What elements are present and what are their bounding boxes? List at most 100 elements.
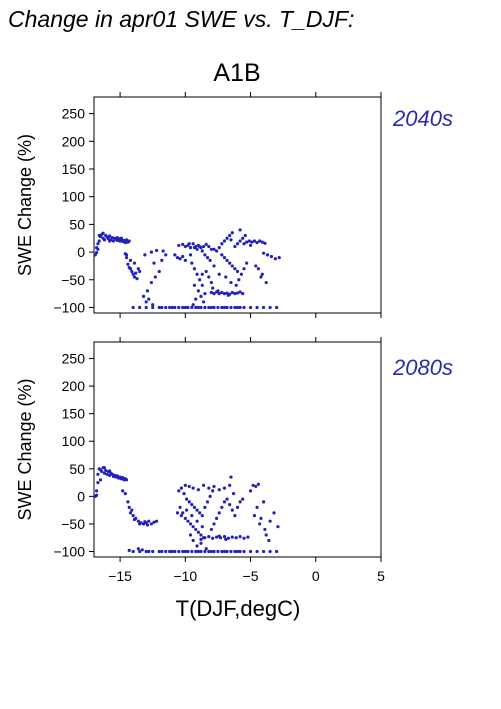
data-point <box>102 471 107 475</box>
data-point <box>128 511 133 515</box>
data-point <box>157 305 161 310</box>
data-point <box>242 549 246 554</box>
data-point <box>190 261 194 265</box>
data-point <box>215 516 219 521</box>
data-point <box>237 278 241 282</box>
data-point <box>265 253 270 257</box>
x-tick-label: −5 <box>243 568 259 584</box>
data-point <box>119 236 123 240</box>
data-point <box>215 249 219 253</box>
data-point <box>238 549 242 554</box>
data-point <box>268 549 272 554</box>
data-point <box>97 239 101 243</box>
data-point <box>258 239 262 243</box>
data-point <box>248 549 253 554</box>
data-point <box>222 549 227 554</box>
data-point <box>141 294 146 298</box>
data-point <box>224 537 228 541</box>
data-point <box>247 239 251 243</box>
data-point <box>255 549 259 554</box>
data-point <box>111 239 116 243</box>
data-point <box>182 492 186 496</box>
data-point <box>203 549 207 554</box>
data-point <box>200 283 204 287</box>
data-point <box>149 250 153 254</box>
data-point <box>275 305 279 310</box>
data-point <box>211 489 215 493</box>
data-point <box>125 256 129 260</box>
data-point <box>241 236 245 240</box>
data-point <box>208 494 212 498</box>
data-point <box>204 269 208 274</box>
data-point <box>194 297 198 301</box>
data-point <box>216 305 220 310</box>
data-point <box>123 241 127 245</box>
data-point <box>179 514 184 518</box>
data-point <box>195 519 199 523</box>
y-tick-label: 250 <box>62 351 86 367</box>
data-point <box>127 548 131 552</box>
data-point <box>204 547 208 551</box>
data-point <box>261 305 266 310</box>
data-point <box>209 280 214 285</box>
data-point <box>183 258 187 262</box>
data-point <box>135 277 139 281</box>
data-point <box>235 242 240 246</box>
data-point <box>222 239 227 243</box>
data-point <box>231 492 236 496</box>
y-tick-label: 0 <box>77 244 85 260</box>
data-point <box>127 505 131 509</box>
data-point <box>273 257 277 261</box>
data-point <box>195 272 199 276</box>
data-point <box>183 516 187 521</box>
y-tick-label: −50 <box>61 272 85 288</box>
data-point <box>186 549 190 554</box>
data-point <box>229 238 233 242</box>
data-point <box>168 549 172 554</box>
data-point <box>207 305 211 310</box>
data-point <box>228 233 232 238</box>
data-point <box>145 523 150 527</box>
data-point <box>130 508 134 512</box>
data-point <box>212 264 216 268</box>
data-point <box>131 514 135 518</box>
data-point <box>187 242 191 246</box>
data-point <box>149 522 153 526</box>
data-point <box>230 290 234 295</box>
data-point <box>264 533 268 537</box>
data-point <box>187 500 191 504</box>
data-point <box>188 533 193 537</box>
data-point <box>242 267 246 271</box>
data-point <box>238 535 242 539</box>
data-point <box>160 549 164 554</box>
data-point <box>132 261 137 265</box>
data-point <box>157 269 161 274</box>
data-point <box>200 249 204 253</box>
data-point <box>260 240 264 244</box>
data-point <box>147 549 151 554</box>
y-tick-label: −100 <box>53 543 85 559</box>
data-point <box>185 508 189 512</box>
data-point <box>147 519 151 523</box>
data-point <box>250 240 254 244</box>
data-point <box>144 305 148 310</box>
data-point <box>199 541 203 545</box>
data-point <box>261 549 266 554</box>
data-point <box>248 243 253 248</box>
data-point <box>183 549 187 554</box>
data-point <box>238 228 242 232</box>
data-point <box>211 286 215 290</box>
data-point <box>222 535 227 539</box>
data-point <box>260 272 264 276</box>
data-point <box>263 241 267 245</box>
data-point <box>261 251 266 255</box>
data-point <box>225 236 229 240</box>
data-point <box>143 253 147 257</box>
data-point <box>205 256 210 260</box>
data-point <box>245 240 249 244</box>
data-point <box>233 514 237 518</box>
data-point <box>234 536 238 540</box>
data-point <box>235 291 240 295</box>
data-point <box>151 303 155 307</box>
data-point <box>238 500 242 504</box>
